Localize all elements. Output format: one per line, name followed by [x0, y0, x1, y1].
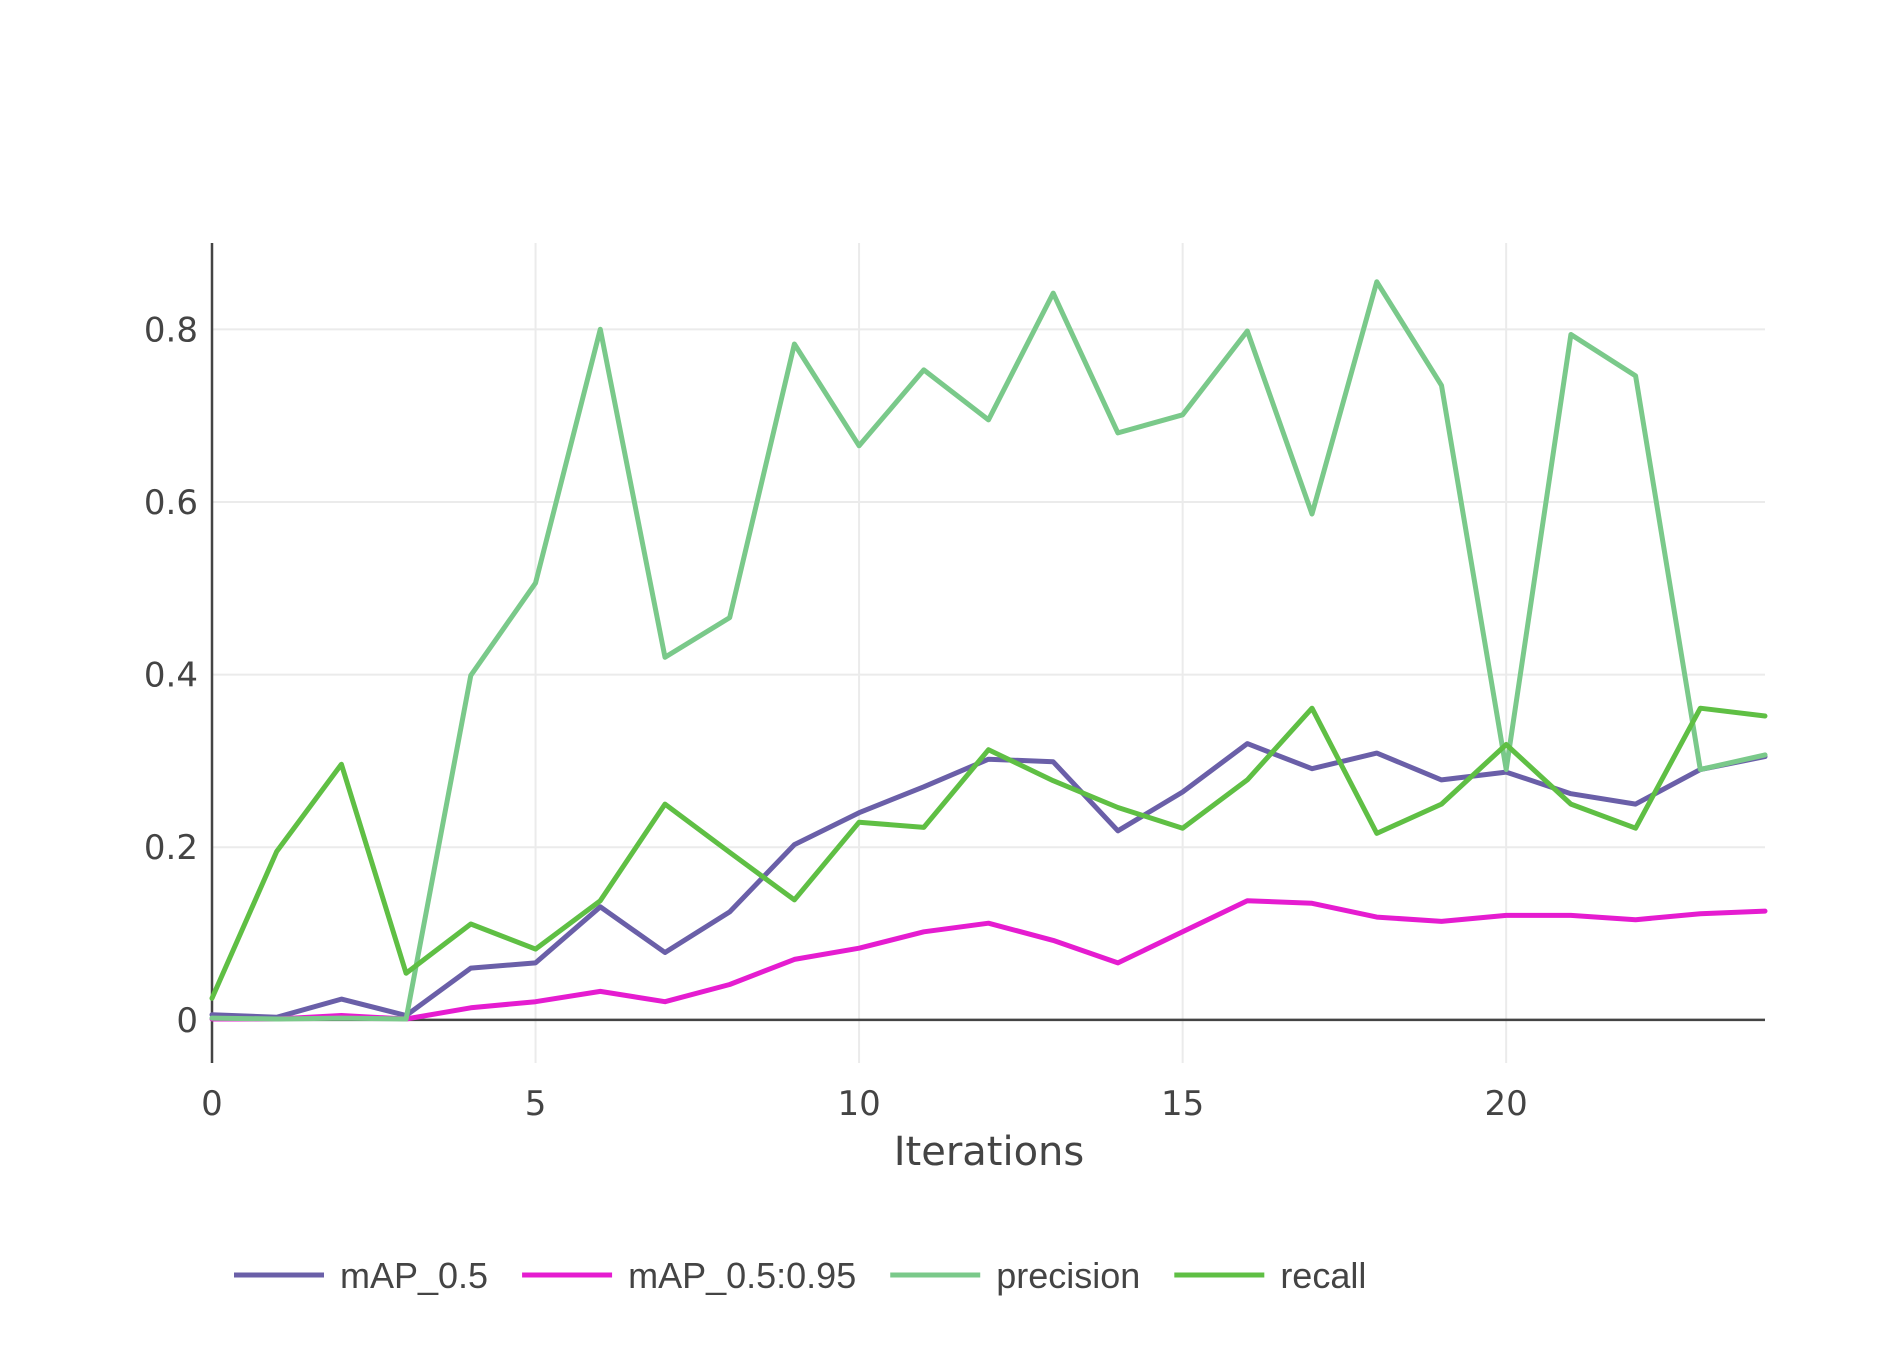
x-tick-label: 10 — [837, 1084, 880, 1124]
axes — [210, 243, 1765, 1063]
x-tick-label: 15 — [1161, 1084, 1204, 1124]
y-tick-label: 0.6 — [144, 483, 198, 523]
legend-label: mAP_0.5 — [340, 1255, 488, 1296]
y-tick-label: 0.4 — [144, 656, 198, 696]
x-tick-label: 5 — [525, 1084, 547, 1124]
series-line-map-0-5 — [209, 741, 1768, 1020]
series-lines — [209, 279, 1768, 1022]
y-tick-label: 0.8 — [144, 310, 198, 350]
y-tick-label: 0 — [176, 1001, 198, 1041]
x-axis-title: Iterations — [894, 1129, 1085, 1175]
x-tick-label: 0 — [201, 1084, 223, 1124]
legend-label: recall — [1280, 1255, 1366, 1296]
y-tick-label: 0.2 — [144, 828, 198, 868]
tick-labels: 0 5 10 15 20 0 0.2 0.4 0.6 0.8 — [144, 310, 1528, 1124]
series-line-precision — [209, 279, 1768, 1022]
legend-label: precision — [996, 1255, 1140, 1296]
gridlines — [212, 243, 1765, 1063]
legend: mAP_0.5 mAP_0.5:0.95 precision recall — [234, 1255, 1366, 1296]
series-line-recall — [209, 705, 1768, 1001]
legend-label: mAP_0.5:0.95 — [628, 1255, 856, 1296]
series-line-map-0-5-0-95 — [209, 898, 1768, 1022]
x-tick-label: 20 — [1485, 1084, 1528, 1124]
